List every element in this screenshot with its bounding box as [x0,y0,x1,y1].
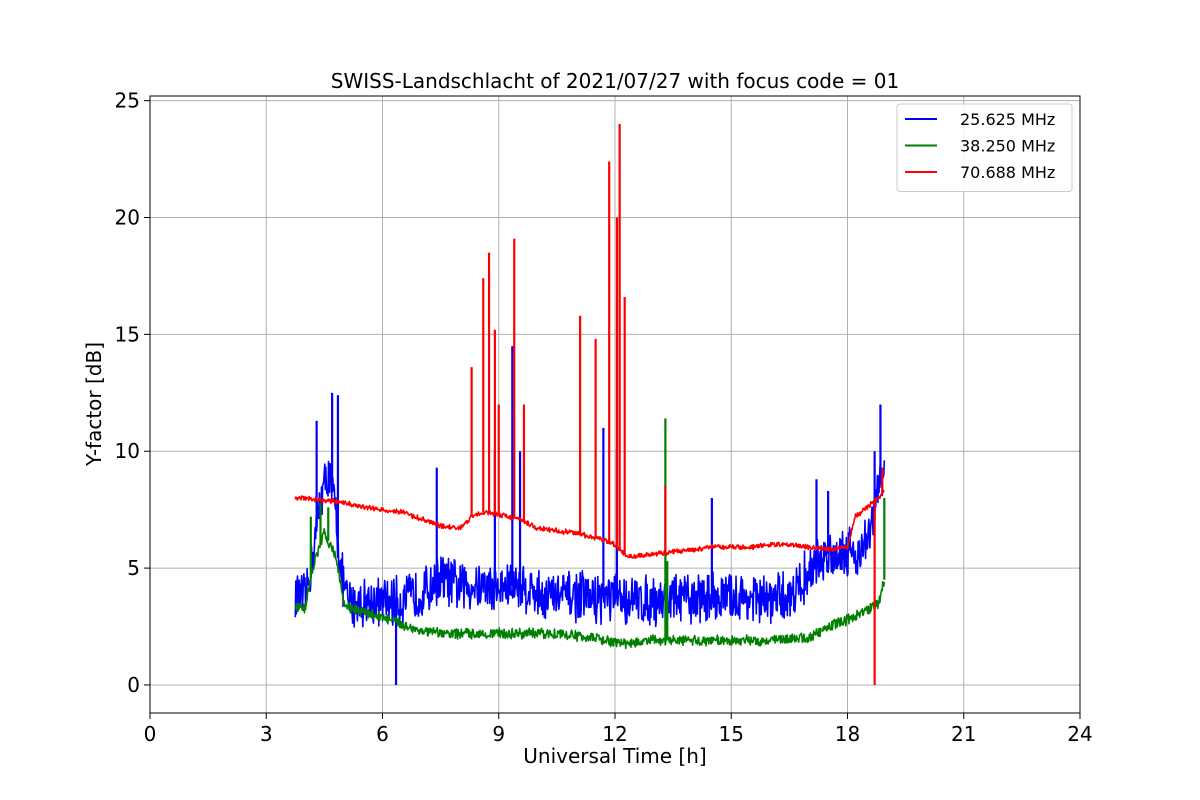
x-axis: 0 3 6 9 12 15 18 21 24 [144,713,1093,746]
x-tick-label: 3 [260,722,273,746]
grid [149,96,1081,713]
legend-box [896,103,1073,192]
y-tick-label: 0 [127,673,140,697]
legend-entry: 25.625 MHz [960,110,1055,129]
legend: 25.625 MHz 38.250 MHz 70.688 MHz [896,103,1073,192]
x-tick-label: 0 [144,722,157,746]
x-tick-label: 12 [602,722,627,746]
y-tick-label: 15 [115,322,140,346]
x-tick-label: 18 [835,722,860,746]
series-line [294,528,886,650]
series-line [294,489,885,559]
x-tick-label: 24 [1067,722,1092,746]
y-tick-label: 20 [115,206,140,230]
x-tick-label: 21 [951,722,976,746]
x-tick-label: 6 [376,722,389,746]
y-axis-label: Y-factor [dB] [82,342,106,467]
y-axis: 0 5 10 15 20 25 [115,89,150,697]
chart-title: SWISS-Landschlacht of 2021/07/27 with fo… [331,69,899,93]
series-line [294,460,886,628]
x-tick-label: 9 [492,722,505,746]
series-layer [294,124,886,685]
x-tick-label: 15 [719,722,744,746]
legend-entry: 70.688 MHz [960,163,1055,182]
y-tick-label: 25 [115,89,140,113]
y-tick-label: 10 [115,439,140,463]
x-axis-label: Universal Time [h] [523,744,706,768]
y-tick-label: 5 [127,556,140,580]
legend-entry: 38.250 MHz [960,137,1055,156]
